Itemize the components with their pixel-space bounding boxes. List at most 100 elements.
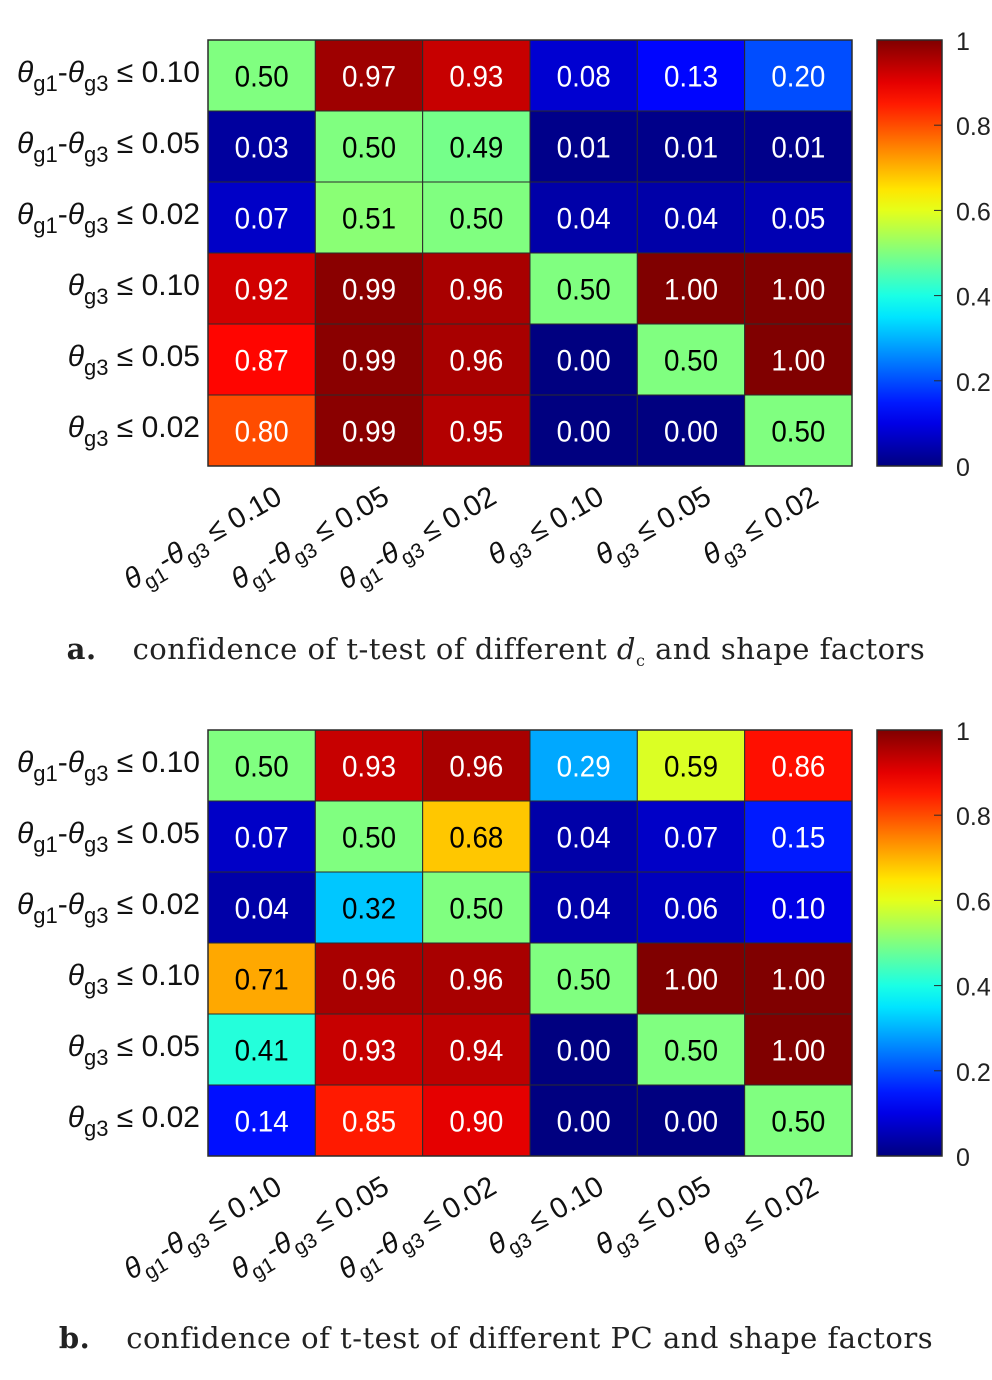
b-cell-label: 0.04 — [557, 822, 611, 855]
a-cell-label: 0.96 — [449, 345, 503, 378]
a-cell-label: 0.08 — [557, 61, 611, 94]
subscript-g3: g3 — [84, 426, 108, 451]
a-cell-label: 1.00 — [771, 274, 825, 307]
a-cell-label: 0.50 — [235, 61, 289, 94]
a-cell — [314, 110, 424, 183]
a-cell — [314, 181, 424, 254]
a-cell-label: 0.13 — [664, 61, 718, 94]
dash: - — [58, 746, 68, 779]
theta-symbol: θ — [68, 127, 85, 160]
heatmap-b: 0.50 0.93 0.96 0.29 0.59 0.86 0.07 0.50 0.68 0.04… — [17, 718, 991, 1286]
subscript-g1: g1 — [33, 903, 57, 928]
b-cell — [529, 1084, 638, 1157]
subscript-g3: g3 — [84, 71, 108, 96]
b-cell-label: 1.00 — [664, 964, 718, 997]
a-cell — [529, 110, 638, 183]
theta-symbol: θ — [68, 1101, 85, 1134]
comparison-label: ≤ 0.10 — [108, 56, 200, 89]
a-cell-label: 0.05 — [771, 203, 825, 236]
theta-symbol: θ — [68, 1030, 85, 1063]
a-colorbar-tick-label: 0.4 — [956, 284, 991, 312]
dash: - — [58, 888, 68, 921]
b-colorbar-tick-label: 0.2 — [956, 1059, 991, 1087]
comparison-label: ≤ 0.02 — [108, 888, 200, 921]
a-colorbar-tick-label: 0 — [956, 454, 970, 482]
a-cell — [529, 181, 638, 254]
a-cell-label: 0.03 — [235, 132, 289, 165]
comparison-label: ≤ 0.10 — [108, 959, 200, 992]
subscript-g1: g1 — [33, 71, 57, 96]
comparison-label: ≤ 0.02 — [108, 1101, 200, 1134]
b-col-label: θg3 ≤ 0.02 — [697, 1170, 827, 1268]
caption-b-text: confidence of t-test of different PC and… — [126, 1321, 934, 1355]
a-colorbar — [876, 39, 943, 467]
caption-a: a. confidence of t-test of different dc a… — [0, 632, 992, 670]
b-cell — [636, 1084, 746, 1157]
b-cell — [314, 1013, 424, 1086]
a-cell-label: 0.01 — [771, 132, 825, 165]
b-cell-label: 0.10 — [771, 893, 825, 926]
a-cell-label: 1.00 — [664, 274, 718, 307]
b-cell-label: 0.96 — [449, 964, 503, 997]
b-cell-label: 0.93 — [342, 1035, 396, 1068]
b-cell-label: 0.41 — [235, 1035, 289, 1068]
b-row-label: θg3 ≤ 0.02 — [68, 1101, 200, 1141]
panel-a: 0.50 0.97 0.93 0.08 0.13 0.20 0.03 0.50 0.49 0.01… — [0, 28, 992, 670]
caption-b: b. confidence of t-test of different PC a… — [0, 1321, 992, 1355]
theta-symbol: θ — [17, 888, 34, 921]
b-cell-label: 0.50 — [771, 1106, 825, 1139]
a-cell — [744, 394, 853, 467]
a-colorbar-tick-label: 0.2 — [956, 369, 991, 397]
b-cell-label: 0.85 — [342, 1106, 396, 1139]
subscript-g3: g3 — [84, 1116, 108, 1141]
a-cell — [422, 323, 531, 396]
b-cell-label: 0.14 — [235, 1106, 289, 1139]
theta-symbol: θ — [68, 817, 85, 850]
b-cell — [636, 729, 746, 802]
a-cell-label: 0.51 — [342, 203, 396, 236]
a-row-label: θg3 ≤ 0.02 — [68, 411, 200, 451]
subscript-g3: g3 — [84, 142, 108, 167]
a-cell-label: 0.99 — [342, 345, 396, 378]
b-cell-label: 0.00 — [664, 1106, 718, 1139]
a-cell-label: 0.50 — [771, 416, 825, 449]
caption-a-var-sub: c — [635, 650, 646, 670]
b-colorbar — [876, 729, 943, 1157]
b-cell — [207, 800, 316, 873]
comparison-label: ≤ 0.02 — [731, 480, 824, 552]
b-row-label: θg1-θg3 ≤ 0.05 — [17, 817, 200, 857]
a-col-label: θg3 ≤ 0.10 — [483, 480, 613, 578]
b-cell-label: 0.68 — [449, 822, 503, 855]
comparison-label: ≤ 0.05 — [108, 127, 200, 160]
dash: - — [58, 198, 68, 231]
b-cell — [207, 1084, 316, 1157]
a-cell-label: 0.92 — [235, 274, 289, 307]
b-cell — [744, 871, 853, 944]
b-cell — [529, 729, 638, 802]
subscript-g3: g3 — [84, 213, 108, 238]
a-cell-label: 0.80 — [235, 416, 289, 449]
comparison-label: ≤ 0.05 — [108, 1030, 200, 1063]
a-cell — [529, 323, 638, 396]
comparison-label: ≤ 0.02 — [108, 198, 200, 231]
a-cell-label: 0.97 — [342, 61, 396, 94]
a-row-label: θg1-θg3 ≤ 0.05 — [17, 127, 200, 167]
b-cell-label: 0.07 — [235, 822, 289, 855]
b-cell — [529, 800, 638, 873]
b-colorbar-tick-label: 0.4 — [956, 974, 991, 1002]
b-cell — [636, 871, 746, 944]
a-cell-label: 0.49 — [449, 132, 503, 165]
a-cell — [207, 181, 316, 254]
a-cell-label: 0.96 — [449, 274, 503, 307]
comparison-label: ≤ 0.10 — [108, 269, 200, 302]
subscript-g3: g3 — [84, 761, 108, 786]
theta-symbol: θ — [68, 888, 85, 921]
a-row-label: θg1-θg3 ≤ 0.02 — [17, 198, 200, 238]
a-cell — [314, 252, 424, 325]
comparison-label: ≤ 0.05 — [108, 340, 200, 373]
comparison-label: ≤ 0.05 — [108, 817, 200, 850]
b-cell-label: 0.32 — [342, 893, 396, 926]
theta-symbol: θ — [68, 198, 85, 231]
a-cell — [744, 39, 853, 112]
subscript-g1: g1 — [33, 213, 57, 238]
